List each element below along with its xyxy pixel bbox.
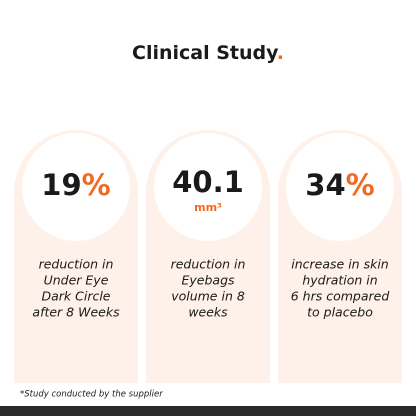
title-text: Clinical Study [132,42,279,64]
stat-circle [154,133,262,241]
stat-value: 19 [41,168,81,202]
description-line: after 8 Weeks [32,305,120,320]
description-line: reduction in [171,257,246,272]
stat-circle [22,133,130,241]
bottom-bar [0,406,416,416]
description-line: hydration in [302,273,377,288]
stat-value: 34 [305,168,345,202]
description-line: increase in skin [291,257,389,272]
stat: 34% [305,168,374,202]
title: Clinical Study. [132,42,284,64]
description-line: Eyebags [181,273,235,288]
description-line: Under Eye [44,273,109,288]
description-line: to placebo [307,305,373,320]
stat-unit: % [346,168,375,202]
title-dot: . [277,42,284,64]
description-line: reduction in [39,257,114,272]
stat-unit: % [82,168,111,202]
description-line: 6 hrs compared [291,289,390,304]
description-line: Dark Circle [41,289,110,304]
stat-value: 40.1 [172,165,244,199]
stat: 19% [41,168,110,202]
description-line: weeks [188,305,228,320]
footnote: *Study conducted by the supplier [20,390,163,400]
stat-circle [286,133,394,241]
stat-unit: mm³ [194,201,222,214]
description-line: volume in 8 [171,289,245,304]
